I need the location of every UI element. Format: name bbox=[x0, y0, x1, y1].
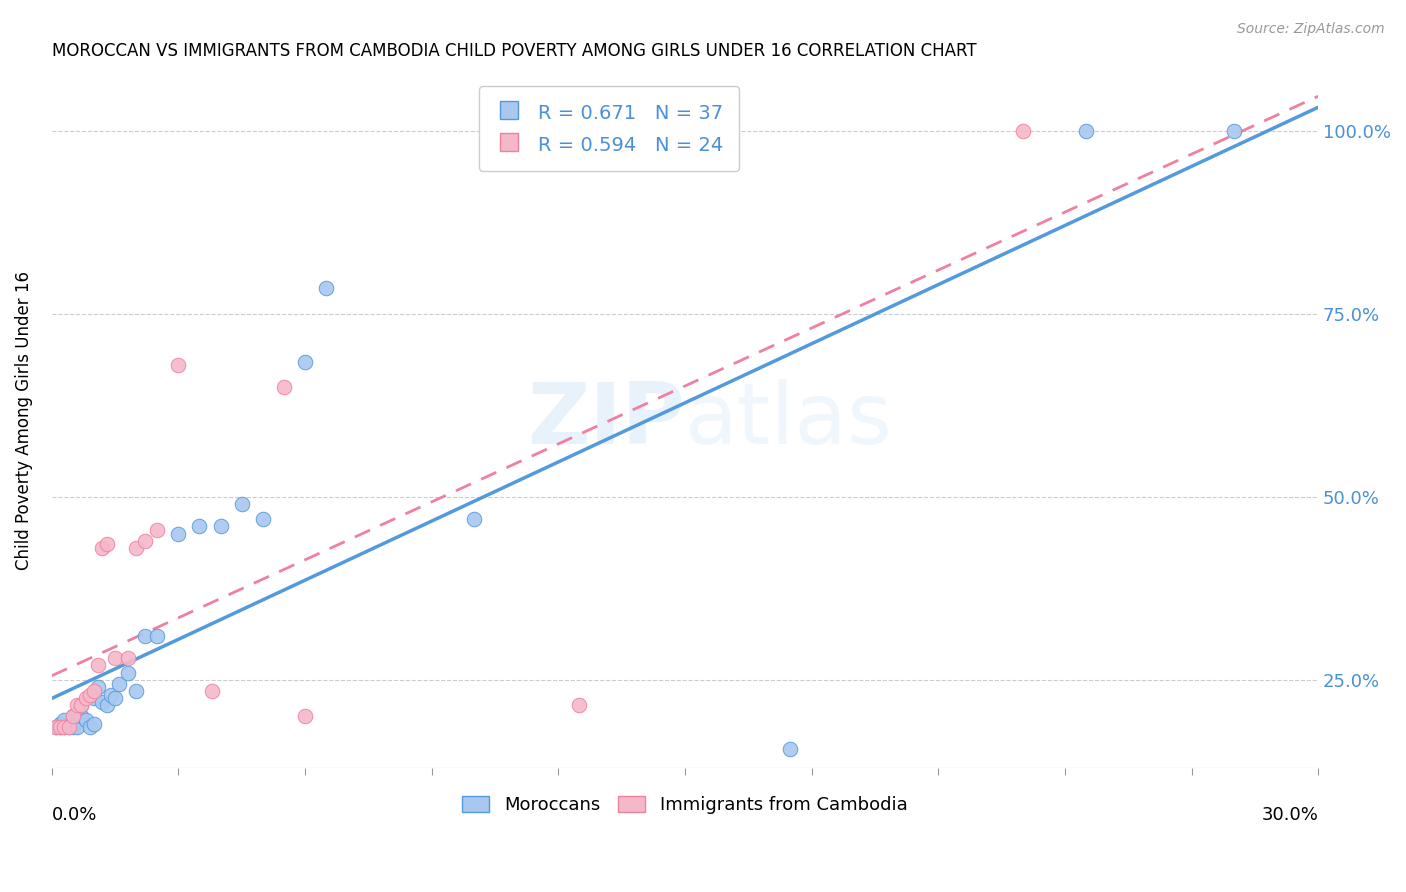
Point bbox=[231, 497, 253, 511]
Point bbox=[53, 721, 76, 735]
Point bbox=[87, 680, 110, 694]
Point bbox=[117, 651, 139, 665]
Point bbox=[70, 698, 93, 713]
Point bbox=[315, 281, 337, 295]
Point bbox=[62, 709, 84, 723]
Point bbox=[70, 698, 93, 713]
Point bbox=[252, 512, 274, 526]
Point bbox=[66, 721, 89, 735]
Point bbox=[49, 716, 72, 731]
Legend: Moroccans, Immigrants from Cambodia: Moroccans, Immigrants from Cambodia bbox=[456, 789, 915, 822]
Point bbox=[146, 523, 169, 537]
Point bbox=[58, 721, 80, 735]
Point bbox=[125, 684, 148, 698]
Point bbox=[188, 519, 211, 533]
Point bbox=[104, 691, 127, 706]
Point bbox=[1074, 124, 1097, 138]
Point bbox=[91, 541, 114, 556]
Point bbox=[201, 684, 224, 698]
Point bbox=[167, 358, 190, 372]
Text: 0.0%: 0.0% bbox=[52, 806, 97, 824]
Point bbox=[91, 695, 114, 709]
Point bbox=[125, 541, 148, 556]
Point bbox=[463, 512, 485, 526]
Text: 30.0%: 30.0% bbox=[1261, 806, 1319, 824]
Point bbox=[779, 742, 801, 756]
Point bbox=[79, 721, 101, 735]
Point bbox=[96, 537, 118, 551]
Point bbox=[53, 713, 76, 727]
Text: Source: ZipAtlas.com: Source: ZipAtlas.com bbox=[1237, 22, 1385, 37]
Point bbox=[75, 691, 97, 706]
Point bbox=[79, 688, 101, 702]
Point bbox=[62, 721, 84, 735]
Point bbox=[209, 519, 232, 533]
Point bbox=[45, 721, 67, 735]
Point bbox=[58, 721, 80, 735]
Y-axis label: Child Poverty Among Girls Under 16: Child Poverty Among Girls Under 16 bbox=[15, 270, 32, 570]
Point bbox=[146, 629, 169, 643]
Point bbox=[96, 698, 118, 713]
Text: MOROCCAN VS IMMIGRANTS FROM CAMBODIA CHILD POVERTY AMONG GIRLS UNDER 16 CORRELAT: MOROCCAN VS IMMIGRANTS FROM CAMBODIA CHI… bbox=[52, 42, 976, 60]
Point bbox=[70, 709, 93, 723]
Point bbox=[66, 698, 89, 713]
Point bbox=[75, 713, 97, 727]
Point bbox=[83, 716, 105, 731]
Point bbox=[87, 658, 110, 673]
Point bbox=[45, 721, 67, 735]
Point bbox=[53, 721, 76, 735]
Point bbox=[83, 691, 105, 706]
Point bbox=[134, 533, 156, 548]
Point bbox=[1222, 124, 1244, 138]
Point bbox=[66, 706, 89, 720]
Point bbox=[294, 354, 316, 368]
Point bbox=[104, 651, 127, 665]
Point bbox=[134, 629, 156, 643]
Point bbox=[49, 721, 72, 735]
Point bbox=[1011, 124, 1033, 138]
Point bbox=[167, 526, 190, 541]
Point bbox=[568, 698, 591, 713]
Point bbox=[100, 688, 122, 702]
Text: atlas: atlas bbox=[685, 378, 893, 461]
Point bbox=[62, 709, 84, 723]
Point bbox=[117, 665, 139, 680]
Point bbox=[273, 380, 295, 394]
Text: ZIP: ZIP bbox=[527, 378, 685, 461]
Point bbox=[49, 721, 72, 735]
Point bbox=[108, 676, 131, 690]
Point bbox=[294, 709, 316, 723]
Point bbox=[83, 684, 105, 698]
